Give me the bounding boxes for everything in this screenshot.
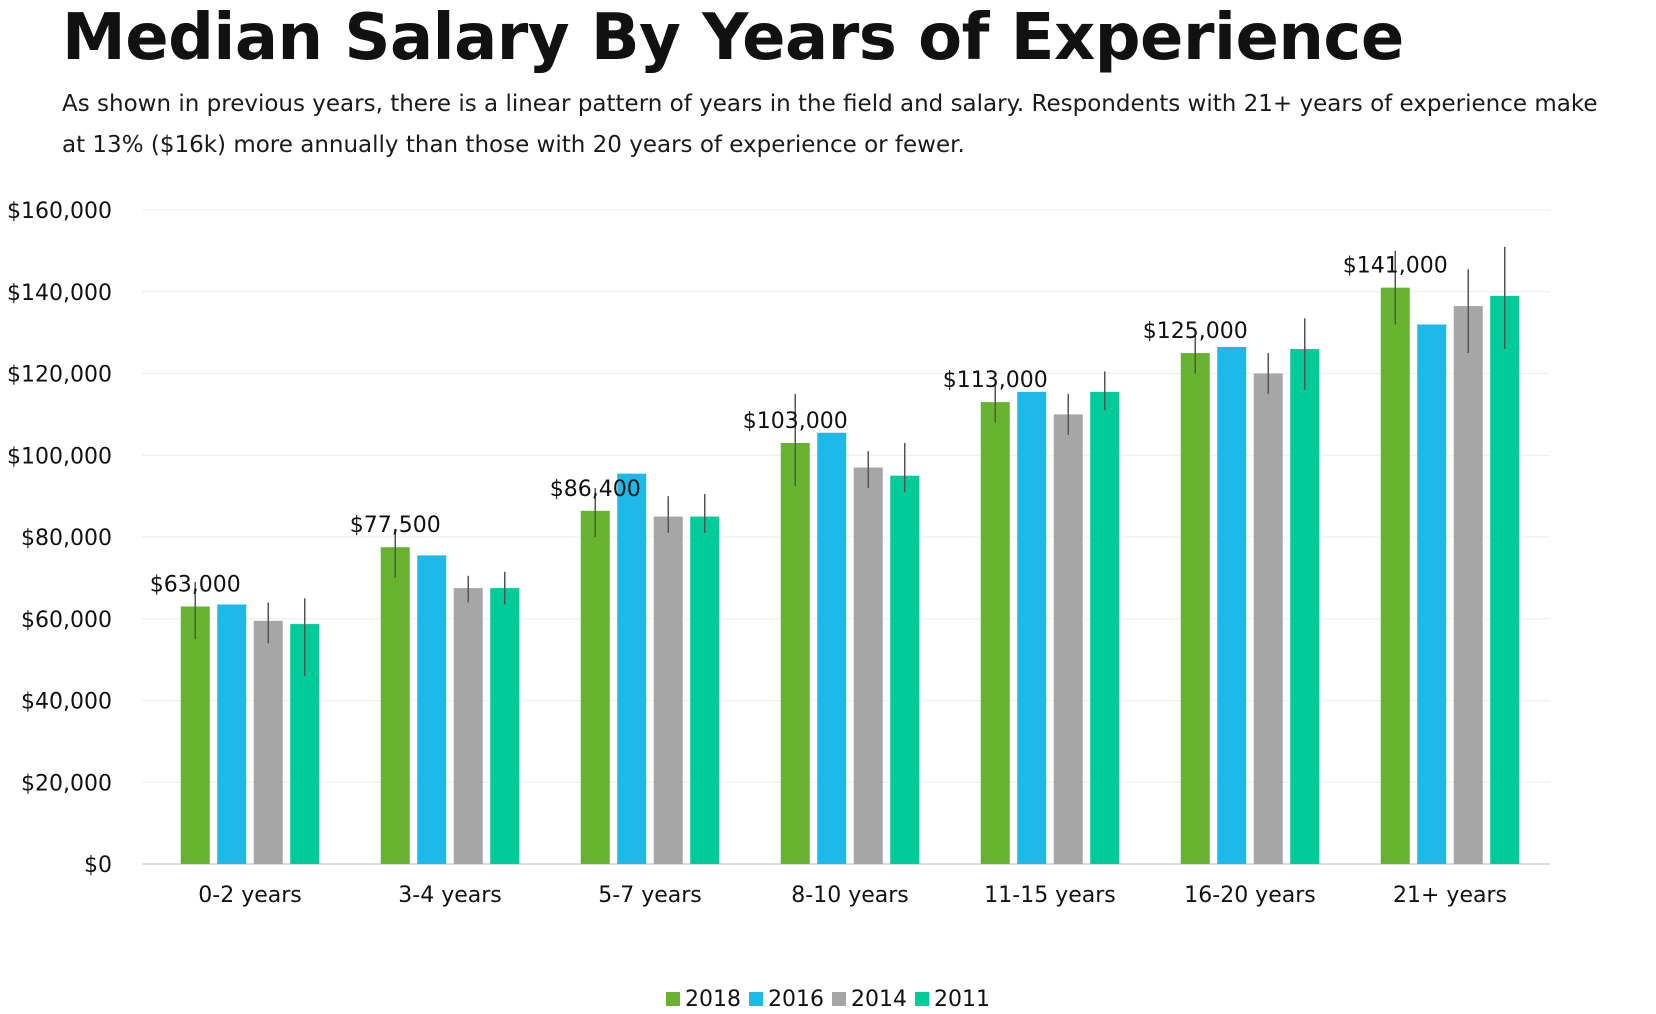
x-tick-label: 8-10 years (791, 883, 908, 908)
bar-2011-2 (690, 516, 720, 864)
legend-item-2011: 2011 (915, 987, 990, 1012)
data-label: $141,000 (1343, 254, 1448, 279)
y-tick-label: $20,000 (21, 771, 112, 796)
bar-2018-5 (1180, 353, 1210, 864)
legend-swatch (915, 992, 929, 1006)
legend-item-2014: 2014 (832, 987, 907, 1012)
bar-2011-5 (1290, 348, 1320, 865)
y-tick-label: $120,000 (7, 363, 112, 388)
y-tick-label: $0 (84, 853, 112, 878)
x-tick-label: 21+ years (1393, 883, 1507, 908)
y-tick-label: $60,000 (21, 608, 112, 633)
y-tick-label: $100,000 (7, 444, 112, 469)
bars (180, 287, 1520, 865)
data-label: $63,000 (150, 572, 241, 597)
data-labels: $63,000 $77,500 $86,400 $103,000 $113,000 $12… (150, 254, 1448, 598)
legend-swatch (666, 992, 680, 1006)
bar-2018-4 (980, 402, 1010, 864)
data-label: $103,000 (743, 409, 848, 434)
legend-label: 2016 (768, 986, 824, 1012)
bar-2014-3 (853, 467, 883, 864)
y-tick-label: $140,000 (7, 281, 112, 306)
bar-2016-6 (1417, 324, 1447, 864)
legend-label: 2018 (685, 986, 741, 1012)
y-axis-ticks: $0 $20,000 $40,000 $60,000 $80,000 $100,000 $1… (7, 199, 112, 878)
bar-2014-6 (1453, 306, 1483, 864)
bar-2011-3 (890, 475, 920, 864)
bar-2018-6 (1380, 287, 1410, 865)
data-label: $77,500 (350, 513, 441, 538)
legend-item-2016: 2016 (749, 987, 824, 1012)
x-tick-label: 16-20 years (1184, 883, 1315, 908)
bar-2016-5 (1217, 346, 1247, 864)
x-axis-ticks: 0-2 years 3-4 years 5-7 years 8-10 years 11-… (198, 883, 1507, 908)
legend-swatch (832, 992, 846, 1006)
y-tick-label: $40,000 (21, 690, 112, 715)
bar-2016-3 (817, 432, 847, 864)
error-bars (194, 246, 1506, 676)
bar-2011-1 (490, 588, 520, 864)
legend-swatch (749, 992, 763, 1006)
bar-2016-4 (1017, 391, 1047, 864)
bar-2018-2 (580, 510, 610, 864)
bar-2014-2 (653, 516, 683, 864)
legend: 2018 2016 2014 2011 (0, 984, 1656, 1014)
x-tick-label: 0-2 years (198, 883, 301, 908)
data-label: $125,000 (1143, 319, 1248, 344)
bar-2018-0 (180, 606, 210, 864)
bar-2016-1 (417, 555, 447, 864)
x-tick-label: 5-7 years (598, 883, 701, 908)
legend-label: 2011 (934, 986, 990, 1012)
y-tick-label: $160,000 (7, 199, 112, 224)
x-tick-label: 3-4 years (398, 883, 501, 908)
bar-2018-1 (380, 547, 410, 864)
bar-2016-2 (617, 473, 647, 864)
legend-item-2018: 2018 (666, 987, 741, 1012)
bar-2014-4 (1053, 414, 1083, 864)
bar-chart: $0 $20,000 $40,000 $60,000 $80,000 $100,000 $1… (7, 199, 1550, 908)
bar-2011-6 (1490, 295, 1520, 864)
y-tick-label: $80,000 (21, 526, 112, 551)
bar-2014-1 (453, 588, 483, 864)
chart-title: Median Salary By Years of Experience (62, 1, 1404, 75)
bar-2011-4 (1090, 391, 1120, 864)
bar-2016-0 (217, 604, 247, 864)
bar-2014-5 (1253, 373, 1283, 864)
data-label: $86,400 (550, 477, 641, 502)
x-tick-label: 11-15 years (984, 883, 1115, 908)
legend-label: 2014 (851, 986, 907, 1012)
chart-subtitle: As shown in previous years, there is a l… (62, 91, 1598, 158)
bar-2014-0 (253, 620, 283, 864)
data-label: $113,000 (943, 368, 1048, 393)
bar-2018-3 (780, 442, 810, 864)
